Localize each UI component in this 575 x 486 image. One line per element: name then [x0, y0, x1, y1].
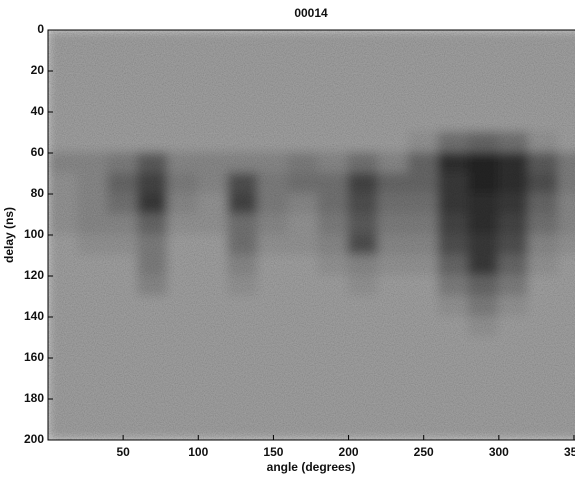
x-tick-label: 150: [263, 445, 283, 459]
y-tick-label: 20: [31, 63, 45, 77]
y-tick-label: 100: [24, 227, 44, 241]
y-tick-label: 40: [31, 104, 45, 118]
y-tick-label: 180: [24, 391, 44, 405]
x-tick-label: 250: [414, 445, 434, 459]
y-tick-label: 0: [37, 22, 44, 36]
x-tick-label: 200: [339, 445, 359, 459]
x-tick-label: 300: [489, 445, 509, 459]
x-tick-label: 350: [564, 445, 575, 459]
noise-texture: [48, 30, 575, 440]
y-tick-label: 200: [24, 432, 44, 446]
y-tick-label: 160: [24, 350, 44, 364]
y-tick-label: 60: [31, 145, 45, 159]
x-tick-label: 50: [116, 445, 130, 459]
x-tick-label: 100: [188, 445, 208, 459]
y-axis-label: delay (ns): [2, 207, 16, 263]
x-axis-label: angle (degrees): [267, 460, 356, 474]
y-tick-label: 140: [24, 309, 44, 323]
y-tick-label: 120: [24, 268, 44, 282]
y-tick-label: 80: [31, 186, 45, 200]
axes: 0 20 40 60 80 100 120 140 160 180 200 50 100 150 200 25…: [24, 22, 575, 459]
chart-title: 00014: [294, 6, 328, 20]
